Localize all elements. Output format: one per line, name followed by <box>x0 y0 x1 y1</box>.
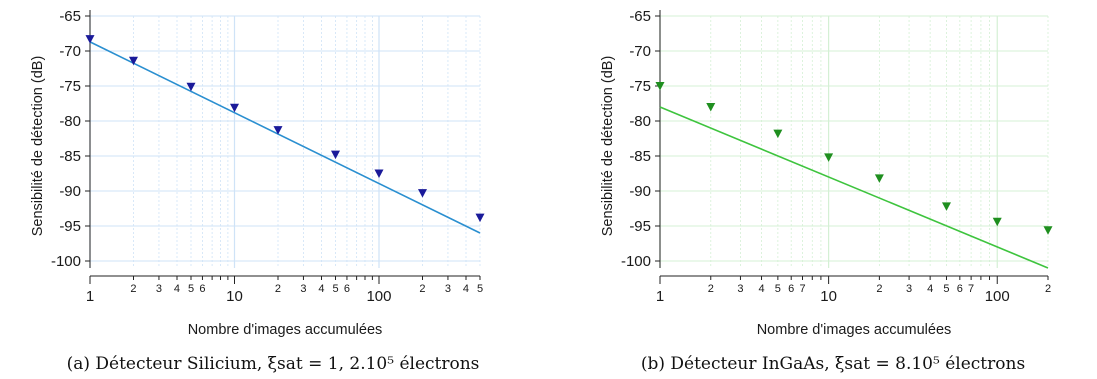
x-tick-label-minor: 2 <box>130 283 136 295</box>
x-axis-label: Nombre d'images accumulées <box>188 322 383 338</box>
data-point <box>128 56 138 66</box>
data-point <box>773 129 783 139</box>
x-tick-label-minor: 4 <box>174 283 180 295</box>
data-point <box>655 82 665 91</box>
fit-line <box>89 41 481 234</box>
y-tick-label: -70 <box>629 43 651 60</box>
y-axis-label: Sensibilité de détection (dB) <box>600 56 616 237</box>
x-tick-label-minor: 6 <box>344 283 350 295</box>
data-point <box>874 174 884 183</box>
x-tick-label-minor: 2 <box>275 283 281 295</box>
y-tick-label: -100 <box>621 253 651 270</box>
grid <box>89 15 481 268</box>
x-tick-label-minor: 7 <box>968 283 974 295</box>
x-tick-label-minor: 6 <box>957 283 963 295</box>
data-point <box>186 82 196 92</box>
grid <box>659 15 1049 268</box>
x-tick-label-minor: 4 <box>318 283 324 295</box>
x-tick-label-minor: 5 <box>943 283 949 295</box>
data-point <box>374 169 384 178</box>
x-tick-label-minor: 6 <box>199 283 205 295</box>
y-tick-label: -65 <box>629 8 651 25</box>
y-tick-label: -80 <box>629 113 651 130</box>
x-tick-label-minor: 5 <box>188 283 194 295</box>
x-tick-label-minor: 5 <box>775 283 781 295</box>
y-tick-label: -70 <box>59 43 81 60</box>
x-tick-label-minor: 3 <box>156 283 162 295</box>
y-tick-label: -75 <box>629 78 651 95</box>
x-tick-label-minor: 5 <box>477 283 483 295</box>
x-tick-label-minor: 5 <box>332 283 338 295</box>
y-tick-label: -65 <box>59 8 81 25</box>
y-tick-label: -85 <box>59 148 81 165</box>
x-tick-label-major: 100 <box>366 288 391 305</box>
data-point <box>1043 226 1053 235</box>
y-tick-label: -75 <box>59 78 81 95</box>
x-tick-label-minor: 2 <box>1045 283 1051 295</box>
data-point <box>992 217 1002 227</box>
y-tick-label: -95 <box>629 218 651 235</box>
x-tick-label-major: 10 <box>820 288 837 305</box>
y-tick-label: -90 <box>59 183 81 200</box>
x-tick-label-minor: 6 <box>788 283 794 295</box>
chart-panel-b: -65 -70 -75 -80 -85 -90 -95 -100 1 10 100 2 3 4 5 6 7 2 3 4… <box>548 0 1097 379</box>
data-point <box>475 213 485 223</box>
data-point <box>824 153 834 162</box>
y-tick-label: -95 <box>59 218 81 235</box>
data-point <box>85 35 95 44</box>
y-axis-label: Sensibilité de détection (dB) <box>30 56 46 237</box>
x-tick-label-major: 10 <box>226 288 243 305</box>
data-point <box>417 189 427 198</box>
x-tick-label-minor: 4 <box>927 283 933 295</box>
x-tick-label-minor: 7 <box>799 283 805 295</box>
x-tick-label-minor: 3 <box>737 283 743 295</box>
figure-caption: (a) Détecteur Silicium, ξsat = 1, 2.10⁵ … <box>67 354 480 374</box>
x-tick-label-minor: 4 <box>758 283 764 295</box>
x-tick-label-minor: 2 <box>419 283 425 295</box>
y-tick-label: -90 <box>629 183 651 200</box>
x-tick-label-minor: 2 <box>708 283 714 295</box>
fit-line <box>659 106 1049 269</box>
data-point <box>331 150 341 160</box>
data-point <box>229 103 239 113</box>
x-tick-label-minor: 3 <box>906 283 912 295</box>
y-tick-label: -100 <box>51 253 81 270</box>
y-tick-label: -85 <box>629 148 651 165</box>
data-point <box>706 103 716 112</box>
x-tick-label-minor: 4 <box>463 283 469 295</box>
x-tick-label-minor: 3 <box>445 283 451 295</box>
x-tick-label-minor: 2 <box>876 283 882 295</box>
y-tick-label: -80 <box>59 113 81 130</box>
chart-panel-a: -65 -70 -75 -80 -85 -90 -95 -100 1 10 100 2 3 4 5 6 2 3 4 5… <box>0 0 548 379</box>
x-tick-label-major: 1 <box>86 288 94 305</box>
data-point <box>273 126 283 135</box>
x-tick-label-major: 100 <box>985 288 1010 305</box>
data-point <box>941 202 951 211</box>
x-tick-label-minor: 3 <box>300 283 306 295</box>
x-tick-label-major: 1 <box>656 288 664 305</box>
figure-caption: (b) Détecteur InGaAs, ξsat = 8.10⁵ élect… <box>641 354 1025 374</box>
x-axis-label: Nombre d'images accumulées <box>757 322 952 338</box>
